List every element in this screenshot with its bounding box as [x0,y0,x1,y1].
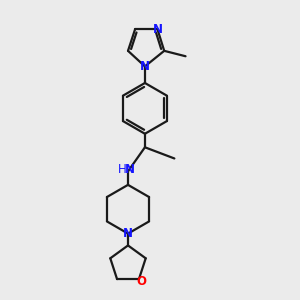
Text: H: H [118,163,126,176]
Text: N: N [125,163,135,176]
Text: N: N [123,227,133,240]
Text: N: N [140,60,150,73]
Text: O: O [137,275,147,288]
Text: N: N [153,23,163,36]
